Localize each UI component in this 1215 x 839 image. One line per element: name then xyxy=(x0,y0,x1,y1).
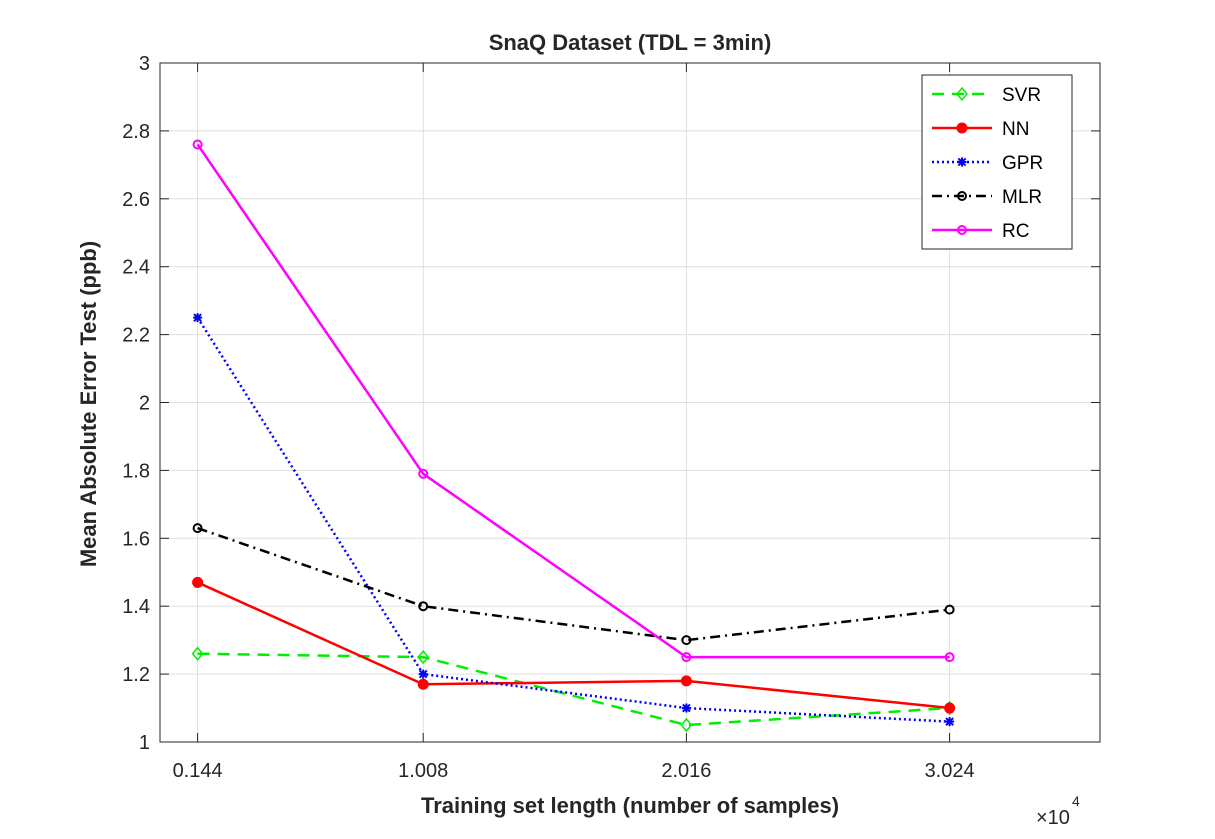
series-mlr xyxy=(192,523,955,646)
x-exponent-power: 4 xyxy=(1072,793,1080,809)
y-tick-label: 1.2 xyxy=(122,664,150,686)
series-nn xyxy=(192,576,956,714)
x-exponent-base: ×10 xyxy=(1036,807,1070,829)
data-point-rc xyxy=(944,652,955,663)
legend-marker-rc xyxy=(957,225,967,235)
chart-title: SnaQ Dataset (TDL = 3min) xyxy=(489,30,772,55)
series-line-gpr xyxy=(196,316,950,723)
x-axis-label: Training set length (number of samples) xyxy=(421,793,839,818)
data-point-svr xyxy=(680,717,693,733)
axes-box xyxy=(159,62,1101,743)
series-gpr xyxy=(193,313,955,727)
x-tick-label: 2.016 xyxy=(661,760,711,782)
y-tick-label: 2.4 xyxy=(122,257,150,279)
x-tick-label: 1.008 xyxy=(398,760,448,782)
legend-marker-svr xyxy=(956,86,968,102)
series-rc xyxy=(192,139,955,663)
y-axis-label: Mean Absolute Error Test (ppb) xyxy=(76,241,101,567)
data-point-mlr xyxy=(681,635,692,646)
y-tick-label: 2.6 xyxy=(122,189,150,211)
legend-marker-gpr xyxy=(957,157,967,167)
data-point-mlr xyxy=(418,601,429,612)
data-point-gpr xyxy=(945,717,955,727)
data-point-nn xyxy=(192,576,204,588)
data-point-gpr xyxy=(193,313,203,323)
data-point-mlr xyxy=(192,523,203,534)
data-point-nn xyxy=(417,678,429,690)
legend-marker-nn xyxy=(956,122,968,134)
x-tick-label: 3.024 xyxy=(925,760,975,782)
legend-label-mlr: MLR xyxy=(1002,187,1042,208)
data-point-rc xyxy=(192,139,203,150)
legend-label-rc: RC xyxy=(1002,221,1029,242)
y-tick-label: 2.8 xyxy=(122,121,150,143)
legend-marker-mlr xyxy=(957,191,967,201)
data-point-nn xyxy=(680,675,692,687)
data-point-nn xyxy=(944,702,956,714)
series-line-mlr xyxy=(197,526,950,642)
series-line-svr xyxy=(197,652,950,727)
data-point-rc xyxy=(681,652,692,663)
y-tick-label: 2.2 xyxy=(122,325,150,347)
axes: 1 1.2 1.4 1.6 1.8 2 2.2 2.4 2.6 2.8 3 0.144 1.008 2.0… xyxy=(122,53,1101,782)
legend-label-svr: SVR xyxy=(1002,85,1041,106)
series-layer xyxy=(191,139,956,733)
x-tick-label: 0.144 xyxy=(173,760,223,782)
data-point-rc xyxy=(418,468,429,479)
series-line-rc xyxy=(196,143,950,659)
data-point-svr xyxy=(191,646,204,661)
y-tick-label: 1.8 xyxy=(122,460,150,482)
legend-label-nn: NN xyxy=(1002,119,1029,140)
legend-box xyxy=(921,74,1073,250)
y-tick-label: 1.4 xyxy=(122,596,150,618)
series-line-nn xyxy=(197,581,950,710)
data-point-svr xyxy=(417,649,430,665)
y-tick-label: 3 xyxy=(139,53,150,75)
data-point-mlr xyxy=(944,604,955,615)
y-tick-label: 1.6 xyxy=(122,528,150,550)
legend: SVR NN GPR MLR RC xyxy=(921,74,1073,250)
data-point-gpr xyxy=(681,703,691,713)
y-tick-label: 1 xyxy=(139,732,150,754)
data-point-gpr xyxy=(418,669,428,679)
y-tick-label: 2 xyxy=(139,393,150,415)
legend-label-gpr: GPR xyxy=(1002,153,1043,174)
